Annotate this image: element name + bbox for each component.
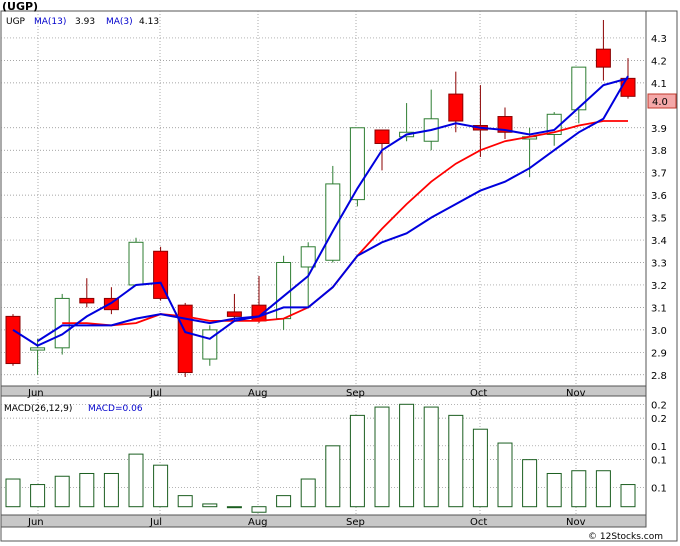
price-tick-label: 2.8	[651, 371, 667, 382]
macd-x-tick-label: Oct	[470, 517, 487, 528]
macd-bar	[54, 475, 70, 508]
candle-body	[571, 66, 587, 111]
macd-tick-label: 0.1	[651, 442, 667, 453]
macd-bar	[226, 506, 242, 509]
candle-body	[300, 246, 316, 268]
macd-bar	[103, 472, 119, 508]
macd-tick-label: 0.1	[651, 456, 667, 467]
macd-date-axis-band	[0, 514, 647, 528]
macd-tick-label: 0.2	[651, 400, 667, 411]
price-tick-label: 3.3	[651, 258, 667, 269]
macd-bar	[472, 428, 488, 508]
candle-body	[448, 93, 464, 122]
candle-body	[620, 77, 636, 97]
ma3-line	[37, 75, 629, 342]
price-pane	[0, 10, 647, 387]
macd-bar	[399, 403, 415, 508]
legend-ma3-label: MA(3)	[106, 17, 133, 27]
macd-legend: MACD(26,12,9) MACD=0.06	[4, 404, 143, 414]
macd-bar	[374, 406, 390, 508]
candle-body	[497, 116, 513, 133]
macd-bar	[177, 495, 193, 508]
candle-body	[153, 250, 169, 299]
ma13-line	[12, 77, 629, 347]
date-axis-band	[0, 385, 647, 397]
x-tick-label: Nov	[566, 388, 586, 399]
price-tick-label: 2.9	[651, 348, 667, 359]
candle-body	[177, 304, 193, 374]
candle-body	[226, 311, 242, 317]
macd-bar	[202, 503, 218, 508]
legend-ma13-value: 3.93	[75, 17, 95, 27]
macd-legend-title: MACD(26,12,9)	[4, 404, 72, 414]
price-tick-label: 3.0	[651, 326, 667, 337]
chart-title: (UGP)	[2, 0, 38, 13]
macd-bar	[497, 442, 513, 508]
x-tick-label: Oct	[470, 388, 487, 399]
macd-bar	[349, 414, 365, 508]
candle-body	[325, 183, 341, 261]
macd-bar	[300, 478, 316, 508]
price-tick-label: 3.1	[651, 303, 667, 314]
macd-bar	[5, 478, 21, 508]
legend: UGP MA(13) 3.93 MA(3) 4.13	[6, 17, 159, 27]
price-tick-label: 3.6	[651, 191, 667, 202]
last-price-label: 4.0	[652, 97, 668, 108]
x-tick-label: Sep	[346, 388, 365, 399]
legend-ma3-value: 4.13	[139, 17, 159, 27]
macd-tick-label: 0.2	[651, 414, 667, 425]
axis-labels: 4.3 4.2 4.1 3.9 3.8 3.7 3.6 3.5 3.4 3.3 3.2 3.1 3.0 2…	[27, 34, 667, 528]
macd-bar	[522, 459, 538, 508]
last-price-box	[647, 93, 677, 109]
x-tick-label: Jun	[27, 388, 44, 399]
moving-averages	[12, 75, 629, 347]
price-tick-label: 3.8	[651, 146, 667, 157]
macd-x-tick-label: Nov	[566, 517, 586, 528]
legend-ma13-label: MA(13)	[34, 17, 66, 27]
price-tick-label: 4.1	[651, 79, 667, 90]
last-price-marker: 4.0	[647, 93, 677, 109]
price-tick-label: 3.2	[651, 281, 667, 292]
x-tick-label: Aug	[248, 388, 268, 399]
macd-x-tick-label: Jun	[27, 517, 44, 528]
macd-bar	[79, 472, 95, 508]
price-tick-label: 4.2	[651, 56, 667, 67]
candle-body	[374, 129, 390, 144]
price-tick-label: 3.5	[651, 214, 667, 225]
macd-tick-label: 0.1	[651, 483, 667, 494]
macd-x-tick-label: Aug	[248, 517, 268, 528]
macd-bar	[128, 453, 144, 508]
macd-bars	[5, 403, 636, 513]
macd-bar	[423, 406, 439, 508]
candle-body	[595, 48, 611, 68]
macd-bar	[153, 464, 169, 508]
macd-x-tick-label: Sep	[346, 517, 365, 528]
watermark: © 12Stocks.com	[588, 532, 663, 542]
x-tick-label: Jul	[149, 388, 162, 399]
candle-body	[79, 297, 95, 304]
macd-bar	[595, 470, 611, 508]
legend-symbol: UGP	[6, 17, 26, 27]
macd-bar	[30, 484, 46, 508]
macd-bar	[448, 414, 464, 508]
price-tick-label: 3.4	[651, 236, 667, 247]
price-tick-label: 4.3	[651, 34, 667, 45]
macd-legend-value: MACD=0.06	[88, 404, 143, 414]
candle-body	[128, 241, 144, 286]
macd-bar	[620, 484, 636, 508]
price-tick-label: 3.9	[651, 124, 667, 135]
macd-bar	[571, 470, 587, 508]
macd-x-tick-label: Jul	[149, 517, 162, 528]
price-tick-label: 3.7	[651, 169, 667, 180]
macd-bar	[546, 472, 562, 508]
macd-bar	[251, 506, 267, 513]
candle-body	[5, 315, 21, 365]
macd-bar	[276, 495, 292, 508]
candle-body	[30, 347, 46, 351]
macd-bar	[325, 445, 341, 508]
